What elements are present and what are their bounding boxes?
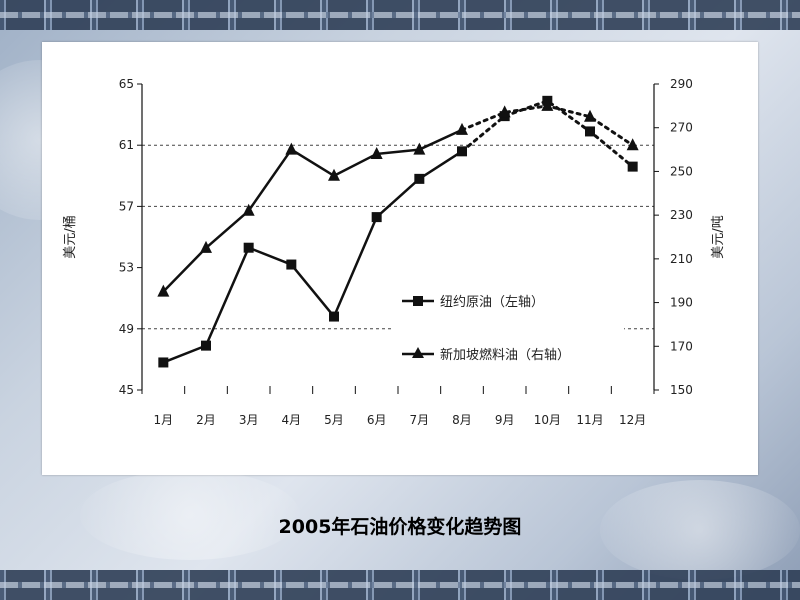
data-point-triangle — [626, 138, 639, 151]
x-tick-label: 8月 — [452, 413, 472, 427]
data-point-square — [457, 146, 467, 157]
series-group — [157, 95, 639, 368]
legend: 纽约原油（左轴） 新加坡燃料油（右轴） — [402, 295, 570, 363]
data-point-square — [329, 311, 339, 322]
right-tick-label: 210 — [670, 252, 693, 266]
data-point-triangle — [498, 105, 511, 118]
data-point-square — [286, 259, 297, 270]
x-axis-ticks: 1月 2月 3月 4月 5月 6月 7月 8月 9月 10月 11月 12月 — [141, 386, 655, 427]
data-point-triangle — [541, 98, 554, 111]
axes — [141, 84, 655, 390]
x-tick-label: 10月 — [534, 413, 561, 427]
data-point-square — [585, 126, 595, 137]
data-point-triangle — [456, 122, 468, 135]
right-tick-label: 190 — [670, 296, 693, 310]
x-tick-label: 11月 — [576, 413, 603, 427]
x-tick-label: 2月 — [196, 413, 216, 427]
right-tick-label: 150 — [670, 383, 693, 397]
top-decorative-band — [0, 0, 800, 30]
series-0-line-solid — [162, 150, 463, 364]
right-axis-ticks: 150 170 190 210 230 250 270 290 — [654, 77, 693, 397]
data-point-triangle — [242, 203, 255, 216]
left-tick-label: 49 — [119, 322, 134, 336]
background-ornament — [600, 480, 800, 580]
bottom-decorative-band — [0, 570, 800, 600]
right-tick-label: 290 — [670, 77, 693, 91]
data-point-square — [158, 357, 169, 368]
data-point-triangle — [285, 142, 298, 155]
x-tick-label: 6月 — [367, 413, 387, 427]
right-tick-label: 250 — [670, 164, 693, 178]
legend-marker-square — [413, 296, 423, 306]
x-tick-label: 9月 — [495, 413, 515, 427]
legend-label-crude: 纽约原油（左轴） — [440, 295, 544, 310]
data-point-triangle — [584, 109, 596, 122]
series-0-line-dotted — [460, 99, 635, 169]
legend-marker-triangle — [412, 347, 424, 358]
data-point-triangle — [370, 146, 383, 159]
x-tick-label: 4月 — [282, 413, 302, 427]
chart-panel: 45 49 53 57 61 65 150 170 190 210 230 250 270 290 1月… — [42, 42, 758, 475]
x-tick-label: 7月 — [410, 413, 430, 427]
right-tick-label: 270 — [670, 121, 693, 135]
right-axis-label: 美元/吨 — [711, 215, 726, 258]
x-tick-label: 12月 — [619, 413, 646, 427]
background-ornament — [80, 470, 300, 560]
data-point-triangle — [413, 142, 426, 155]
legend-label-fuel: 新加坡燃料油（右轴） — [440, 347, 570, 363]
data-point-square — [201, 340, 211, 351]
data-point-triangle — [200, 240, 212, 253]
left-tick-label: 65 — [119, 77, 134, 91]
left-tick-label: 53 — [119, 261, 134, 275]
x-tick-label: 1月 — [154, 413, 174, 427]
oil-price-line-chart: 45 49 53 57 61 65 150 170 190 210 230 250 270 290 1月… — [63, 77, 726, 427]
legend-background — [394, 282, 624, 374]
data-point-square — [627, 161, 638, 172]
data-point-square — [414, 173, 425, 184]
left-tick-label: 57 — [119, 199, 134, 213]
x-tick-label: 3月 — [239, 413, 259, 427]
left-tick-label: 61 — [119, 138, 134, 152]
data-point-triangle — [157, 284, 170, 297]
left-tick-label: 45 — [119, 383, 134, 397]
data-point-square — [371, 212, 382, 223]
series-1-line-solid — [162, 128, 463, 293]
right-tick-label: 170 — [670, 339, 693, 353]
left-axis-ticks: 45 49 53 57 61 65 — [119, 77, 142, 397]
x-tick-label: 5月 — [324, 413, 344, 427]
series-1-line-dotted — [460, 104, 635, 147]
left-axis-label: 美元/桶 — [63, 215, 78, 258]
data-point-triangle — [328, 168, 340, 181]
chart-caption: 2005年石油价格变化趋势图 — [278, 516, 522, 538]
right-tick-label: 230 — [670, 208, 693, 222]
data-point-square — [243, 242, 254, 253]
